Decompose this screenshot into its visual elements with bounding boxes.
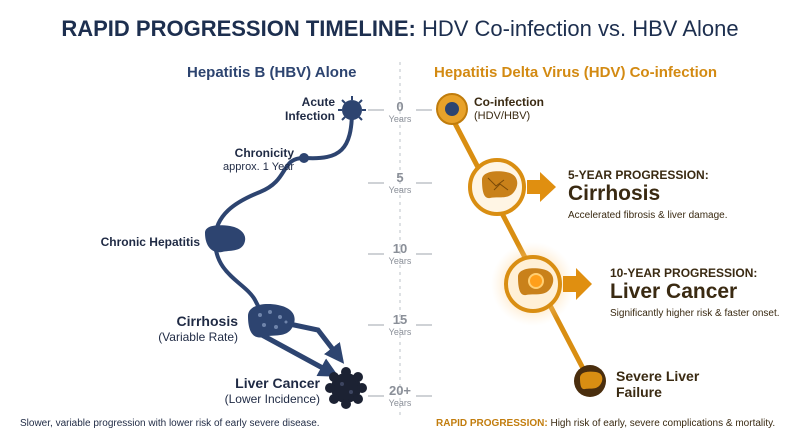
tick-5: 5 Years bbox=[388, 170, 412, 196]
title-bold: RAPID PROGRESSION TIMELINE: bbox=[61, 16, 416, 41]
coinfection-virus-icon bbox=[436, 93, 468, 125]
hdv-5yr-title: Cirrhosis bbox=[568, 182, 661, 205]
arrow-10yr-icon bbox=[563, 268, 592, 300]
arrow-5yr-icon bbox=[527, 172, 556, 202]
hbv-chronicity-label: Chronicity approx. 1 Year bbox=[223, 146, 294, 173]
hdv-5yr-desc: Accelerated fibrosis & liver damage. bbox=[568, 210, 728, 221]
hdv-footer: RAPID PROGRESSION: High risk of early, s… bbox=[436, 418, 776, 429]
hdv-10yr-heading: 10-YEAR PROGRESSION: bbox=[610, 266, 758, 280]
hbv-column-header: Hepatitis B (HBV) Alone bbox=[187, 64, 357, 81]
hdv-progression-path bbox=[445, 107, 591, 381]
cirrhotic-liver-icon bbox=[248, 304, 295, 338]
hbv-cirrhosis-label: Cirrhosis (Variable Rate) bbox=[158, 313, 238, 344]
hdv-failure-label: Severe Liver Failure bbox=[616, 368, 700, 400]
liver-failure-icon bbox=[574, 365, 606, 397]
hdv-cirrhosis-liver-icon bbox=[468, 158, 526, 216]
chronicity-dot bbox=[299, 153, 309, 163]
hbv-chronic-hepatitis-label: Chronic Hepatitis bbox=[100, 235, 200, 249]
tumor-icon bbox=[325, 367, 367, 409]
timeline-ticks bbox=[368, 109, 432, 397]
hdv-5yr-heading: 5-YEAR PROGRESSION: bbox=[568, 168, 709, 182]
tick-0: 0 Years bbox=[388, 99, 412, 125]
hdv-10yr-title: Liver Cancer bbox=[610, 280, 738, 303]
hdv-coinfection-label: Co-infection (HDV/HBV) bbox=[474, 95, 544, 122]
liver-icon-chronic bbox=[205, 225, 246, 253]
hdv-10yr-block: 10-YEAR PROGRESSION: Liver Cancer Signif… bbox=[610, 266, 780, 319]
hdv-10yr-desc: Significantly higher risk & faster onset… bbox=[610, 308, 780, 319]
title-rest: HDV Co-infection vs. HBV Alone bbox=[415, 16, 739, 41]
hdv-column-header: Hepatitis Delta Virus (HDV) Co-infection bbox=[434, 64, 718, 81]
tick-20plus: 20+ Years bbox=[388, 383, 412, 409]
hbv-arrow-direct bbox=[260, 332, 339, 377]
page-title: RAPID PROGRESSION TIMELINE: HDV Co-infec… bbox=[0, 16, 800, 42]
hdv-5yr-block: 5-YEAR PROGRESSION: Cirrhosis Accelerate… bbox=[568, 168, 728, 221]
hbv-footer: Slower, variable progression with lower … bbox=[20, 418, 320, 429]
hdv-cancer-liver-icon bbox=[504, 255, 562, 313]
hbv-progression-path bbox=[212, 108, 354, 324]
tick-15: 15 Years bbox=[388, 312, 412, 338]
tick-10: 10 Years bbox=[388, 241, 412, 267]
hbv-cancer-label: Liver Cancer (Lower Incidence) bbox=[224, 375, 320, 406]
virus-icon bbox=[338, 96, 366, 124]
hbv-acute-label: Acute Infection bbox=[285, 95, 335, 123]
